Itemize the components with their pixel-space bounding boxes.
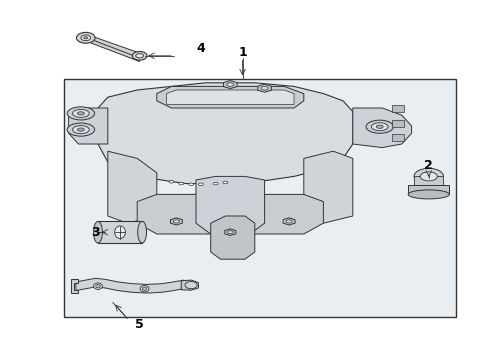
Polygon shape — [225, 229, 236, 235]
Polygon shape — [211, 216, 255, 259]
Polygon shape — [304, 151, 353, 223]
Ellipse shape — [115, 226, 125, 239]
Polygon shape — [353, 108, 412, 148]
Polygon shape — [98, 83, 353, 184]
Polygon shape — [408, 185, 449, 194]
Ellipse shape — [213, 183, 218, 185]
Polygon shape — [91, 39, 140, 62]
Polygon shape — [223, 81, 237, 89]
Ellipse shape — [366, 120, 393, 133]
Ellipse shape — [420, 172, 437, 181]
Ellipse shape — [169, 181, 174, 183]
Ellipse shape — [223, 181, 228, 184]
Ellipse shape — [286, 220, 292, 223]
Ellipse shape — [136, 54, 144, 58]
Ellipse shape — [371, 123, 388, 131]
Polygon shape — [258, 84, 271, 92]
Text: 2: 2 — [424, 159, 433, 172]
Bar — [64, 79, 456, 317]
Polygon shape — [181, 280, 198, 290]
Polygon shape — [88, 35, 137, 59]
Ellipse shape — [185, 282, 197, 289]
Polygon shape — [137, 194, 323, 234]
Ellipse shape — [73, 109, 89, 117]
Ellipse shape — [261, 86, 268, 90]
Polygon shape — [69, 108, 108, 144]
Bar — [392, 105, 404, 112]
Ellipse shape — [198, 183, 203, 186]
Bar — [392, 134, 404, 141]
Ellipse shape — [94, 283, 102, 289]
Ellipse shape — [76, 32, 95, 43]
Ellipse shape — [408, 190, 449, 199]
Polygon shape — [283, 218, 295, 225]
Polygon shape — [108, 151, 157, 223]
Bar — [392, 120, 404, 127]
Polygon shape — [71, 279, 78, 293]
Ellipse shape — [138, 221, 147, 243]
Ellipse shape — [173, 220, 179, 223]
Polygon shape — [414, 176, 443, 187]
Ellipse shape — [67, 123, 95, 136]
Ellipse shape — [414, 168, 443, 185]
Ellipse shape — [142, 287, 147, 290]
Polygon shape — [157, 86, 304, 108]
Text: 5: 5 — [135, 318, 144, 330]
Polygon shape — [98, 221, 142, 243]
Ellipse shape — [140, 285, 149, 292]
Text: 1: 1 — [238, 46, 247, 59]
Ellipse shape — [376, 125, 383, 129]
Ellipse shape — [227, 83, 234, 86]
Ellipse shape — [67, 107, 95, 120]
Polygon shape — [196, 176, 265, 238]
Ellipse shape — [77, 128, 84, 131]
Ellipse shape — [179, 183, 184, 185]
Ellipse shape — [189, 183, 194, 186]
Text: 3: 3 — [91, 226, 100, 239]
Ellipse shape — [227, 231, 233, 234]
Ellipse shape — [132, 51, 147, 60]
Ellipse shape — [77, 112, 84, 115]
Ellipse shape — [94, 221, 102, 243]
Ellipse shape — [96, 284, 100, 288]
Ellipse shape — [84, 37, 88, 39]
Polygon shape — [76, 278, 184, 293]
Polygon shape — [167, 90, 294, 104]
Ellipse shape — [73, 126, 89, 134]
Polygon shape — [171, 218, 182, 225]
Ellipse shape — [81, 35, 91, 41]
Text: 4: 4 — [196, 42, 205, 55]
